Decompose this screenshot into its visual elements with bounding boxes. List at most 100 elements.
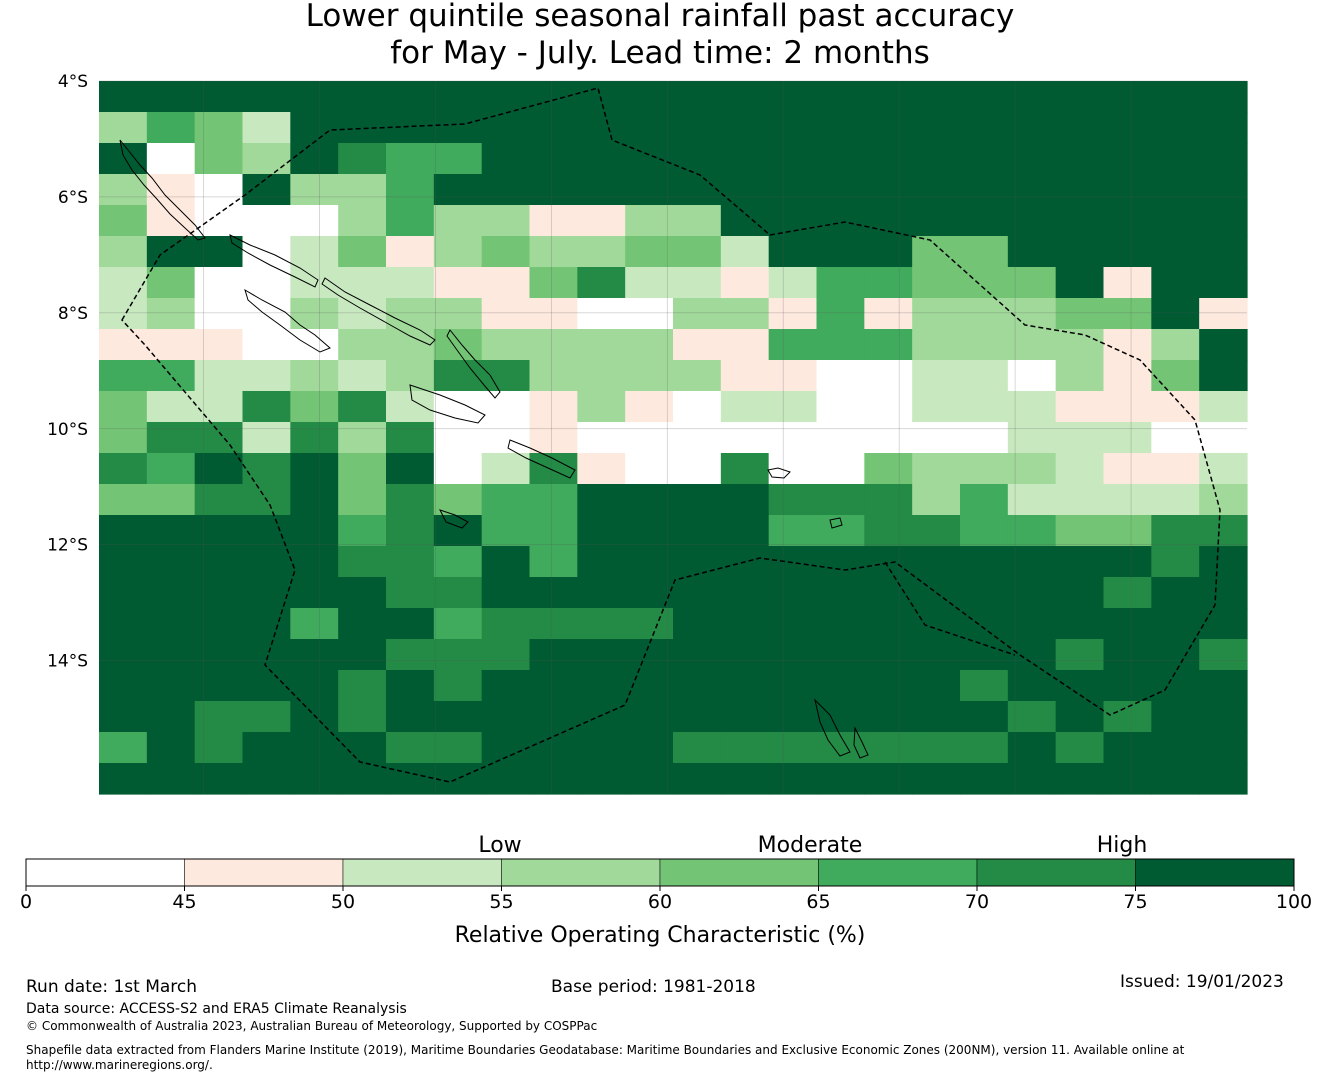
grid-cell [768,112,818,144]
grid-cell [386,670,435,702]
grid-cell [625,701,674,733]
map-title-line-2: for May - July. Lead time: 2 months [390,35,930,71]
grid-cell [290,453,339,485]
rainfall-accuracy-map: 4°S6°S8°S10°S12°S14°S156°E158°E160°E162°… [47,72,1248,795]
grid-cell [768,701,818,733]
grid-cell [1103,267,1152,299]
grid-cell [673,608,722,640]
grid-cell [1199,422,1248,454]
grid-cell [529,422,578,454]
grid-cell [864,143,913,175]
copyright: © Commonwealth of Australia 2023, Austra… [26,1019,598,1033]
grid-cell [912,329,961,361]
grid-cell [194,453,244,485]
coastline-choiseul [229,234,319,288]
grid-cell [338,391,387,423]
grid-cell [99,422,148,454]
grid-cell [1199,701,1248,733]
grid-cell [816,701,865,733]
grid-cell [577,763,626,795]
grid-cell [912,546,961,578]
grid-cell [290,360,339,392]
colorbar-tick-label: 65 [806,891,830,913]
grid-cell [673,422,722,454]
grid-cell [194,422,244,454]
grid-cell [290,608,339,640]
grid-cell [912,639,961,671]
grid-cell [338,639,387,671]
grid-cell [625,453,674,485]
colorbar-tick-label: 45 [172,891,196,913]
grid-cell [1151,174,1200,206]
grid-cell [912,205,961,237]
grid-cell [146,360,196,392]
grid-cell [960,360,1009,392]
grid-cell [1055,639,1105,671]
grid-cell [194,670,244,702]
grid-cell [960,577,1009,609]
grid-cell [1007,422,1057,454]
grid-cell [529,732,578,764]
grid-cell [577,608,626,640]
grid-cell [1103,81,1152,113]
grid-cell [912,670,961,702]
grid-cell [816,174,865,206]
grid-cell [577,205,626,237]
grid-cell [960,546,1009,578]
grid-cell [1007,391,1057,423]
grid-cell [1151,267,1200,299]
colorbar-swatch [976,858,1136,887]
grid-cell [99,391,148,423]
grid-cell [673,391,722,423]
grid-cell [1199,577,1248,609]
grid-cell [720,81,770,113]
grid-cell [912,236,961,268]
grid-cell [768,81,818,113]
grid-cell [768,546,818,578]
grid-cell [194,143,244,175]
grid-cell [1199,298,1248,330]
grid-cell [720,112,770,144]
grid-cell [146,639,196,671]
grid-cell [99,205,148,237]
run-date: Run date: 1st March [26,977,198,997]
grid-cell [338,143,387,175]
grid-cell [242,143,291,175]
grid-cell [577,112,626,144]
grid-cell [433,112,483,144]
colorbar-swatch [1135,858,1295,887]
solomon-islands-eez [121,87,1221,783]
grid-cell [290,174,339,206]
grid-cell [290,422,339,454]
grid-cell [146,267,196,299]
grid-cell [1151,577,1200,609]
grid-cell [1007,515,1057,547]
grid-cell [1103,608,1152,640]
grid-cell [864,639,913,671]
grid-cell [386,298,435,330]
grid-cell [529,484,578,516]
grid-cell [99,267,148,299]
grid-cell [625,236,674,268]
grid-cell [816,236,865,268]
grid-cell [338,732,387,764]
grid-cell [1055,236,1105,268]
grid-cell [1199,732,1248,764]
grid-cell [481,608,531,640]
grid-cell [290,546,339,578]
grid-cell [433,732,483,764]
grid-cell [242,546,291,578]
grid-cell [720,670,770,702]
grid-cell [1007,143,1057,175]
grid-cell [146,701,196,733]
grid-cell [673,732,722,764]
grid-cell [625,391,674,423]
grid-cell [99,546,148,578]
grid-cell [481,546,531,578]
grid-cell [481,391,531,423]
grid-cell [242,670,291,702]
grid-cell [864,81,913,113]
grid-cell [816,143,865,175]
grid-cell [720,329,770,361]
colorbar-swatch [342,858,502,887]
